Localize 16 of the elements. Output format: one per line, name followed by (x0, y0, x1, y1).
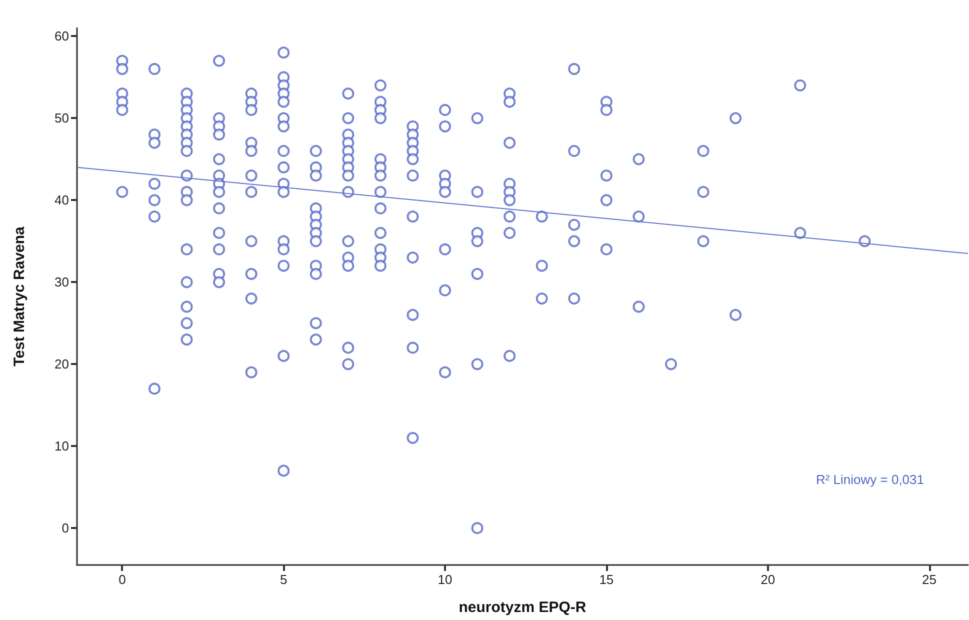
annotation: R² Liniowy = 0,031 (816, 472, 924, 487)
y-axis-title: Test Matryc Ravena (11, 226, 28, 366)
y-tick-label: 10 (54, 438, 69, 454)
y-tick-label: 60 (54, 28, 69, 44)
x-tick-label: 25 (922, 572, 936, 587)
x-axis-title: neurotyzm EPQ-R (458, 599, 586, 616)
x-tick-label: 5 (280, 572, 288, 587)
x-tick-label: 20 (760, 572, 776, 587)
x-tick-label: 15 (599, 572, 614, 587)
y-tick-label: 50 (54, 110, 69, 126)
x-tick-label: 10 (438, 572, 452, 587)
y-tick-label: 40 (54, 192, 69, 208)
y-tick-label: 0 (62, 520, 69, 536)
y-tick-label: 20 (54, 356, 69, 372)
y-tick-label: 30 (54, 274, 69, 290)
x-tick-label: 0 (118, 572, 126, 587)
